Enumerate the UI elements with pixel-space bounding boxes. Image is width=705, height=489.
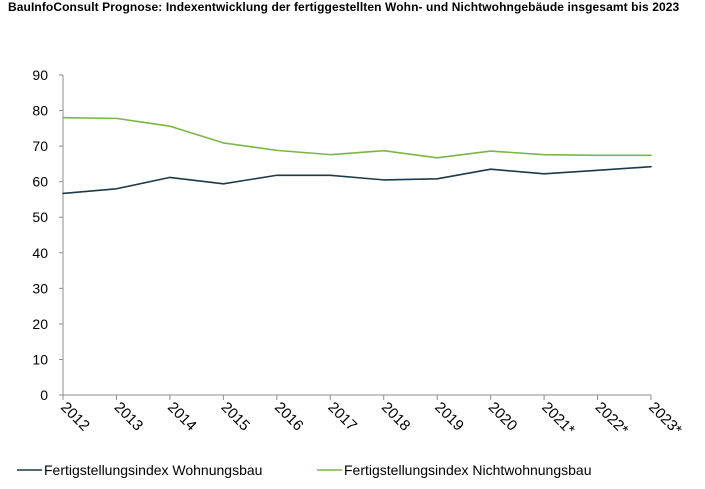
x-tick-label: 2016 bbox=[271, 399, 307, 435]
legend-label-1: Fertigstellungsindex Wohnungsbau bbox=[44, 462, 262, 478]
x-tick-label: 2019 bbox=[431, 399, 467, 435]
x-tick-label: 2015 bbox=[218, 399, 254, 435]
legend-label-2: Fertigstellungsindex Nichtwohnungsbau bbox=[344, 462, 591, 478]
y-axis: 0 10 20 30 40 50 60 70 80 90 bbox=[32, 67, 64, 403]
y-tick-label: 90 bbox=[32, 67, 48, 83]
x-tick-label: 2014 bbox=[164, 399, 200, 435]
x-tick-label: 2021* bbox=[538, 399, 578, 439]
series-line-1 bbox=[62, 165, 652, 195]
series-line-2 bbox=[62, 116, 652, 159]
x-tick-label: 2022* bbox=[592, 399, 632, 439]
y-tick-label: 20 bbox=[32, 316, 48, 332]
y-tick-label: 40 bbox=[32, 245, 48, 261]
x-tick-label: 2017 bbox=[324, 399, 360, 435]
y-tick-label: 10 bbox=[32, 351, 48, 367]
y-tick-label: 80 bbox=[32, 103, 48, 119]
x-tick-label: 2012 bbox=[57, 399, 93, 435]
series-layer bbox=[62, 116, 652, 195]
y-tick-label: 50 bbox=[32, 209, 48, 225]
x-axis: 2012 2013 2014 2015 2016 2017 2018 2019 2020 2021… bbox=[57, 394, 685, 439]
y-tick-label: 60 bbox=[32, 174, 48, 190]
x-tick-label: 2013 bbox=[111, 399, 147, 435]
chart-title: BauInfoConsult Prognose: Indexentwicklun… bbox=[8, 0, 680, 14]
y-tick-label: 30 bbox=[32, 280, 48, 296]
y-tick-label: 70 bbox=[32, 138, 48, 154]
x-tick-label: 2020 bbox=[485, 399, 521, 435]
y-tick-label: 0 bbox=[40, 387, 48, 403]
x-tick-label: 2018 bbox=[378, 399, 414, 435]
x-tick-label: 2023* bbox=[645, 399, 685, 439]
legend: Fertigstellungsindex Wohnungsbau Fertigst… bbox=[17, 462, 591, 478]
